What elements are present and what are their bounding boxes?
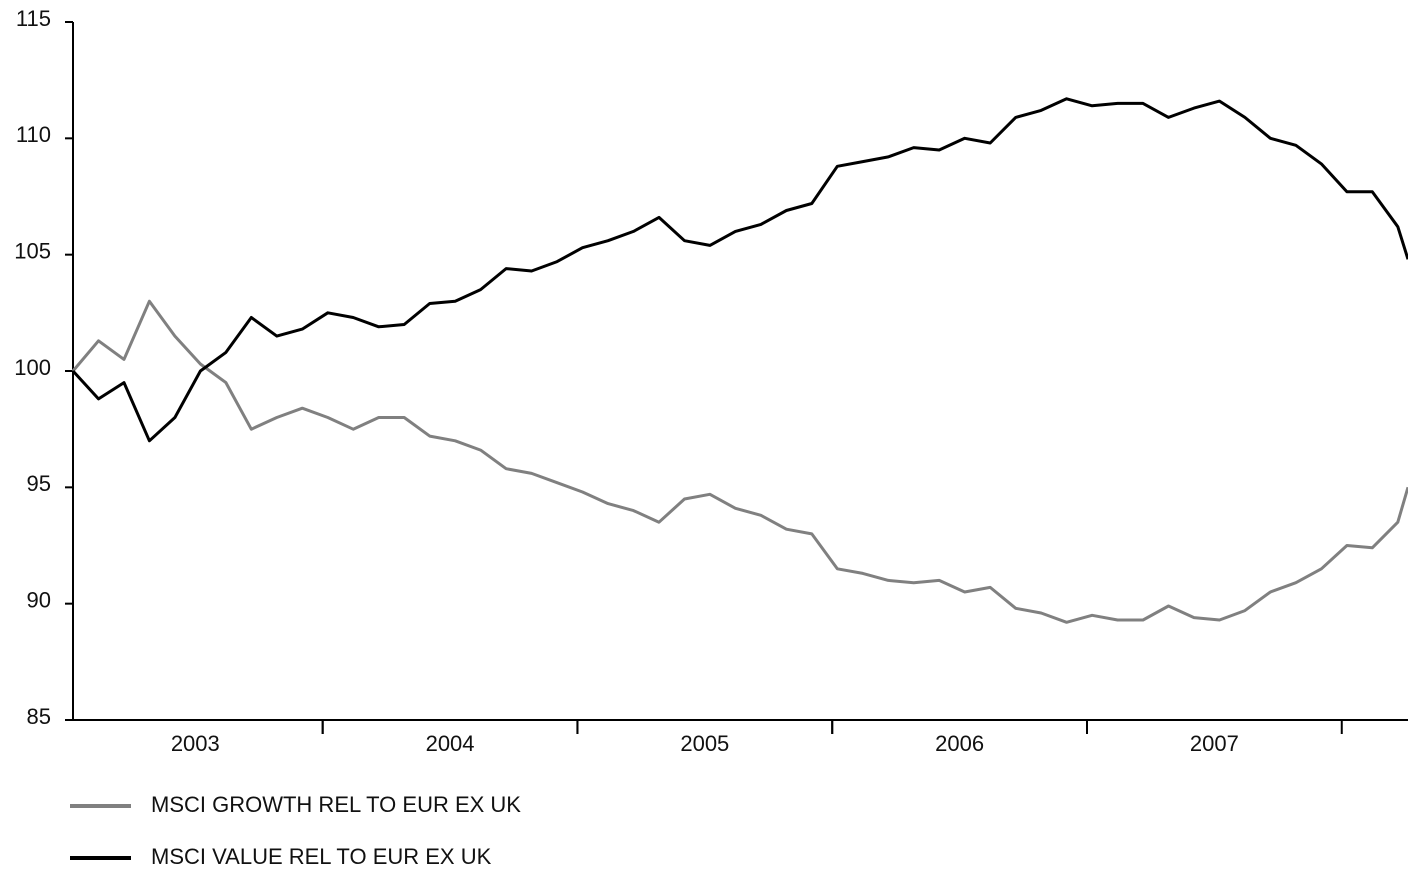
x-tick-label: 2004	[426, 731, 475, 756]
x-tick-label: 2005	[680, 731, 729, 756]
x-tick-label: 2006	[935, 731, 984, 756]
x-tick-label: 2003	[171, 731, 220, 756]
y-tick-label: 105	[14, 238, 51, 263]
legend-label: MSCI VALUE REL TO EUR EX UK	[151, 844, 492, 869]
y-tick-label: 110	[16, 122, 51, 147]
y-tick-label: 115	[16, 6, 51, 31]
y-tick-label: 85	[27, 704, 51, 729]
line-series	[71, 97, 1408, 443]
legend-label: MSCI GROWTH REL TO EUR EX UK	[151, 792, 521, 817]
y-tick-label: 95	[27, 471, 51, 496]
y-tick-label: 90	[27, 587, 51, 612]
y-tick-label: 100	[14, 355, 51, 380]
line-series	[71, 299, 1408, 624]
x-tick-label: 2007	[1190, 731, 1239, 756]
